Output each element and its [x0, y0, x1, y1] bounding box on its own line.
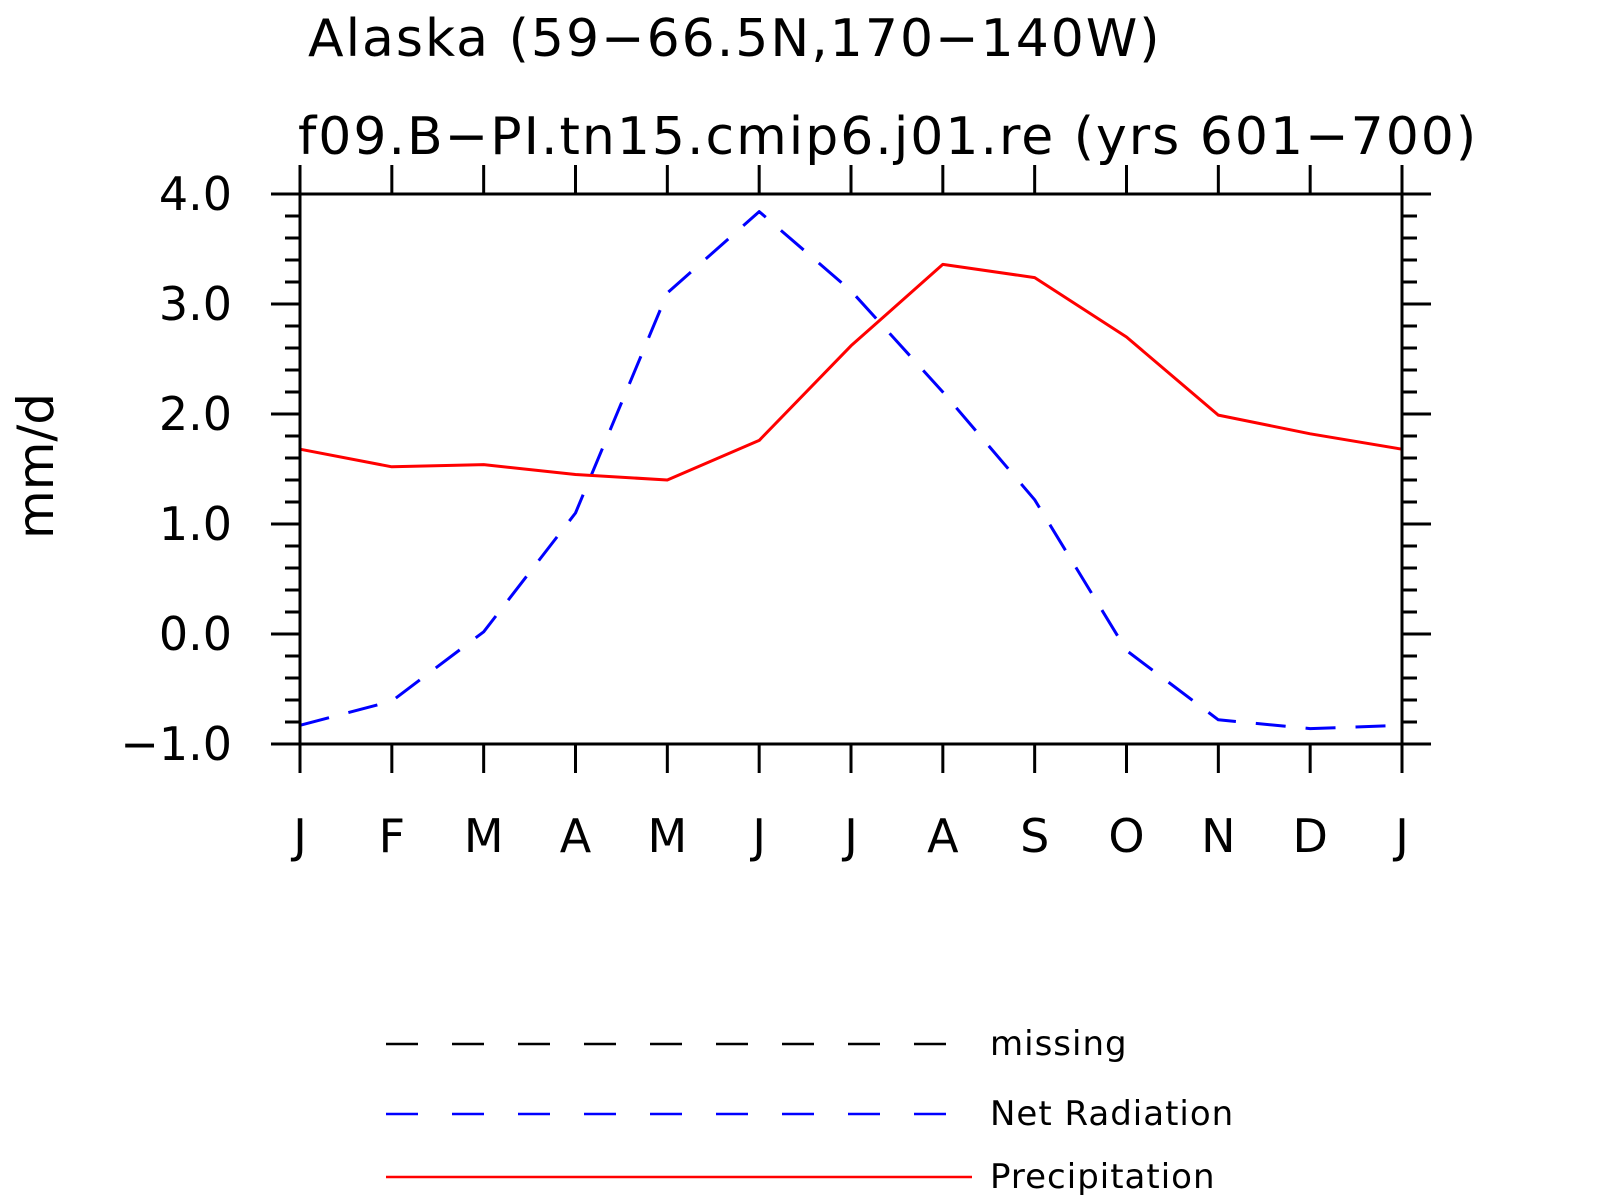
x-tick-label: O [1108, 809, 1144, 863]
x-tick-label: D [1292, 809, 1327, 863]
y-tick-label: 1.0 [159, 497, 232, 551]
y-tick-label: 4.0 [159, 167, 232, 221]
x-tick-label: A [560, 809, 592, 863]
x-tick-label: F [379, 809, 405, 863]
plot-frame [298, 192, 1404, 746]
legend-label: Precipitation [990, 1157, 1216, 1197]
x-tick-label: M [464, 809, 504, 863]
y-tick-labels: −1.0 0.0 1.0 2.0 3.0 4.0 [120, 167, 232, 771]
y-axis-label: mm/d [7, 393, 65, 539]
x-tick-label: J [841, 809, 858, 863]
x-tick-label: J [749, 809, 766, 863]
y-tick-label: 0.0 [159, 607, 232, 661]
x-tick-label: J [290, 809, 307, 863]
y-tick-label: 3.0 [159, 277, 232, 331]
series-lines [299, 210, 1403, 731]
y-tick-label: 2.0 [159, 387, 232, 441]
chart-subtitle: f09.B−PI.tn15.cmip6.j01.re (yrs 601−700) [298, 107, 1478, 167]
legend-label: Net Radiation [990, 1094, 1234, 1134]
x-tick-label: N [1201, 809, 1235, 863]
x-tick-label: S [1020, 809, 1049, 863]
chart-title: Alaska (59−66.5N,170−140W) [308, 9, 1162, 69]
legend: missing Net Radiation Precipitation [386, 1024, 1234, 1197]
legend-label: missing [990, 1024, 1128, 1064]
x-tick-label: J [1392, 809, 1409, 863]
series-line-net-radiation [299, 210, 1403, 731]
x-tick-label: M [647, 809, 687, 863]
series-line-precipitation [299, 262, 1403, 482]
x-tick-label: A [927, 809, 959, 863]
y-tick-label: −1.0 [120, 717, 232, 771]
axis-ticks [271, 165, 1431, 773]
